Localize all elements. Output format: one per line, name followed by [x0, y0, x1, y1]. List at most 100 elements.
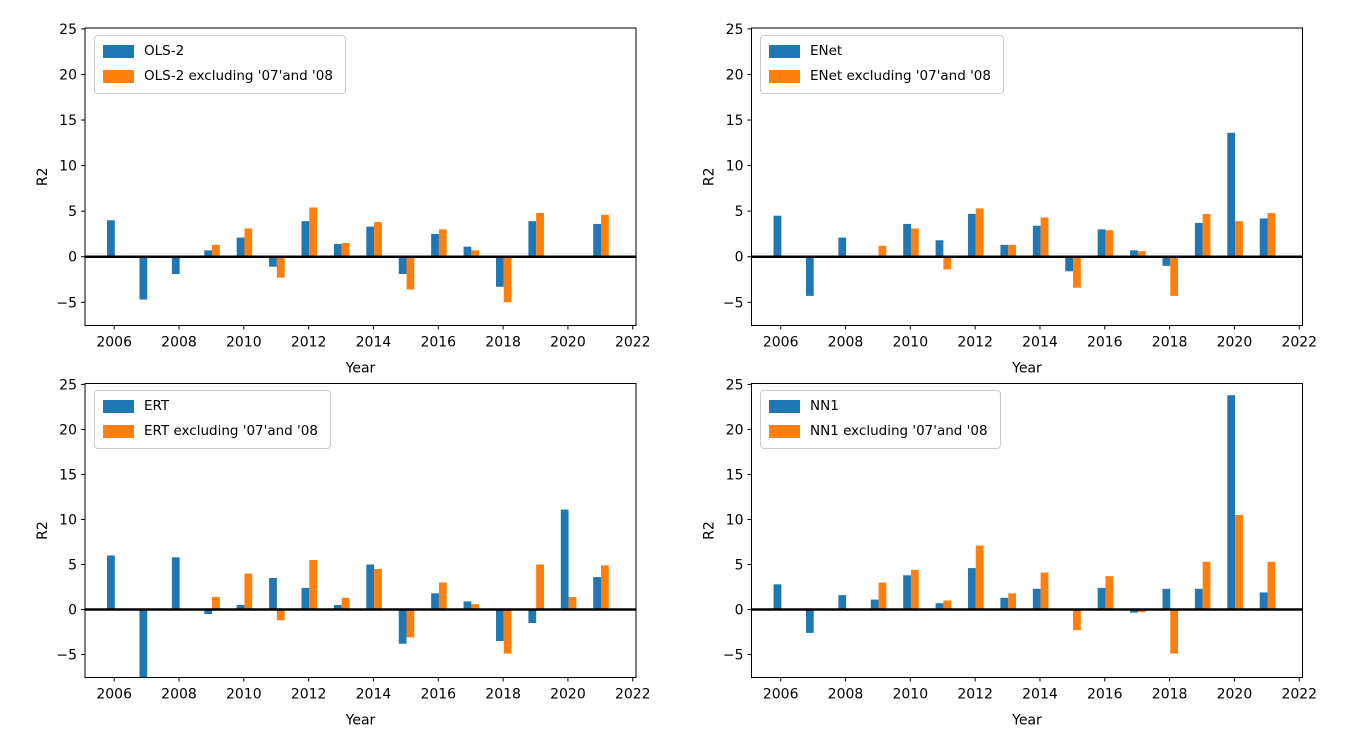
legend-ols2: OLS-2 OLS-2 excluding '07'and '08	[94, 35, 346, 94]
bar-series1	[301, 221, 310, 257]
bar-series1	[398, 609, 407, 644]
bar-series1	[968, 568, 976, 610]
bar-series1	[431, 233, 439, 257]
bar-series2	[471, 250, 480, 257]
bar-series1	[903, 223, 911, 257]
bar-series1	[838, 237, 847, 257]
y-tick-label: 0	[68, 250, 77, 266]
bar-series1	[1194, 588, 1203, 610]
bar-series2	[600, 565, 609, 610]
bar-series2	[1267, 561, 1276, 610]
bar-series2	[1040, 217, 1049, 257]
x-tick-label: 2020	[550, 335, 586, 351]
y-tick-label: 25	[59, 377, 77, 393]
bar-series1	[1162, 588, 1171, 610]
y-tick-label: −5	[56, 648, 77, 664]
bar-series1	[1065, 256, 1074, 272]
x-tick-label: 2010	[892, 335, 928, 351]
bar-series1	[333, 243, 342, 257]
bar-series2	[471, 604, 480, 610]
bar-series2	[341, 243, 350, 257]
bar-series2	[374, 568, 382, 610]
legend-entry: OLS-2	[103, 43, 333, 60]
x-tick-label: 2008	[161, 687, 197, 703]
bar-series1	[773, 215, 782, 257]
y-tick-label: 25	[726, 22, 744, 38]
bar-series2	[1105, 230, 1114, 257]
subplot-enet: 2006 2008 2010 2012 2014 2016 2018 2020 2022−505…	[702, 22, 1318, 376]
legend-ert: ERT ERT excluding '07'and '08	[94, 390, 331, 449]
x-tick-label: 2018	[1152, 335, 1188, 351]
x-tick-label: 2014	[356, 687, 392, 703]
bar-series1	[1227, 395, 1236, 610]
bar-series2	[244, 228, 253, 257]
legend-swatch-series2	[769, 424, 800, 438]
bar-series2	[503, 609, 512, 654]
legend-entry: ERT excluding '07'and '08	[103, 423, 318, 440]
bar-series1	[528, 221, 537, 257]
bar-series2	[910, 569, 919, 610]
bar-series1	[139, 256, 148, 300]
x-tick-label: 2016	[1087, 687, 1123, 703]
bar-series1	[805, 609, 814, 633]
legend-swatch-series1	[769, 44, 800, 58]
y-tick-label: −5	[723, 648, 744, 664]
bar-series2	[1073, 609, 1081, 631]
x-tick-label: 2008	[828, 687, 864, 703]
bar-series2	[536, 212, 544, 257]
x-tick-label: 2016	[420, 335, 456, 351]
bar-series1	[431, 593, 439, 610]
y-tick-label: 5	[68, 557, 77, 573]
x-tick-label: 2006	[763, 335, 799, 351]
x-tick-label: 2016	[420, 687, 456, 703]
x-axis-label: Year	[345, 361, 376, 377]
bar-series2	[1202, 561, 1211, 610]
y-axis-label: R2	[702, 167, 718, 186]
bar-series1	[204, 609, 213, 615]
x-tick-label: 2018	[485, 687, 521, 703]
x-axis-label: Year	[345, 713, 376, 729]
bar-series1	[204, 250, 213, 257]
x-tick-label: 2012	[957, 687, 993, 703]
legend-nn1: NN1 NN1 excluding '07'and '08	[760, 390, 1001, 449]
bar-series2	[406, 256, 415, 290]
bar-series2	[1008, 593, 1016, 610]
y-tick-label: 15	[59, 113, 77, 129]
bar-series2	[1073, 256, 1081, 288]
y-tick-label: 25	[726, 377, 744, 393]
bar-series1	[366, 226, 375, 257]
bar-series1	[1162, 256, 1171, 266]
bar-series1	[269, 577, 277, 610]
bar-series1	[236, 605, 245, 610]
bar-series2	[374, 222, 382, 257]
bar-series1	[1032, 588, 1041, 610]
x-tick-label: 2008	[161, 335, 197, 351]
y-tick-label: 0	[735, 603, 744, 619]
bar-series1	[366, 564, 375, 610]
bar-series2	[1137, 251, 1146, 257]
bar-series1	[107, 555, 115, 610]
y-tick-label: 0	[735, 250, 744, 266]
bar-series2	[1170, 609, 1179, 654]
legend-swatch-series1	[769, 399, 800, 413]
y-tick-label: 0	[68, 603, 77, 619]
legend-label: NN1	[810, 398, 839, 414]
bar-series2	[568, 596, 577, 610]
bar-series2	[406, 609, 415, 638]
x-tick-label: 2016	[1087, 335, 1123, 351]
bar-series1	[171, 557, 180, 610]
bar-series1	[139, 609, 148, 678]
y-axis-label: R2	[35, 521, 51, 540]
legend-label: ENet excluding '07'and '08	[810, 67, 991, 84]
x-tick-label: 2022	[615, 687, 651, 703]
bar-series2	[438, 582, 447, 610]
x-tick-label: 2012	[957, 335, 993, 351]
bar-series1	[805, 256, 814, 296]
bar-series2	[276, 256, 285, 278]
bar-series1	[935, 603, 944, 610]
legend-enet: ENet ENet excluding '07'and '08	[760, 35, 1004, 94]
bar-series1	[1259, 592, 1268, 610]
y-tick-label: 10	[59, 512, 77, 528]
bar-series2	[878, 245, 887, 257]
